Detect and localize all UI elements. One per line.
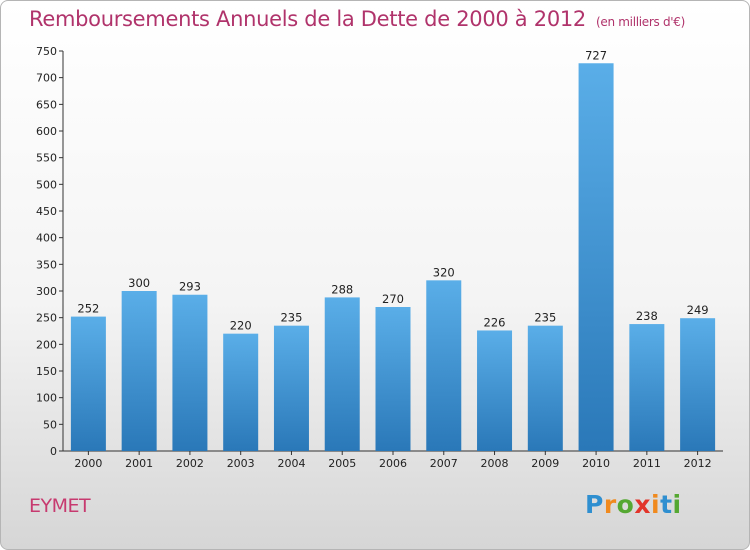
bar-2010 — [578, 63, 614, 452]
y-tick-label: 0 — [50, 445, 57, 458]
bar-2001 — [121, 291, 157, 451]
x-tick-label-2000: 2000 — [74, 457, 102, 470]
y-tick-label: 700 — [36, 72, 57, 85]
x-tick-label-2008: 2008 — [481, 457, 509, 470]
y-tick-label: 50 — [43, 418, 57, 431]
bar-2004 — [273, 325, 309, 451]
logo-letter: x — [634, 490, 651, 519]
value-label-2004: 235 — [280, 311, 302, 325]
y-tick-label: 750 — [36, 45, 57, 58]
logo-letter: r — [603, 490, 617, 519]
bar-2008 — [477, 330, 513, 451]
bar-2009 — [527, 325, 563, 451]
value-label-2012: 249 — [687, 303, 709, 317]
value-label-2008: 226 — [484, 315, 506, 329]
y-tick-label: 450 — [36, 205, 57, 218]
x-tick-label-2007: 2007 — [430, 457, 458, 470]
x-tick-label-2011: 2011 — [633, 457, 661, 470]
value-label-2011: 238 — [636, 309, 658, 323]
bar-2002 — [172, 294, 208, 451]
y-tick-label: 650 — [36, 98, 57, 111]
bar-2012 — [680, 318, 716, 451]
y-tick-label: 500 — [36, 178, 57, 191]
bar-2006 — [375, 307, 411, 451]
bars: 252 300 293 220 235 288 270 320 226 235 727 238 249 — [70, 48, 716, 452]
x-tick-label-2006: 2006 — [379, 457, 407, 470]
chart-title: Remboursements Annuels de la Dette de 20… — [29, 7, 685, 31]
y-tick-label: 100 — [36, 392, 57, 405]
town-name: EYMET — [29, 495, 91, 517]
y-tick-label: 550 — [36, 152, 57, 165]
y-axis: 0 50 100 150 200 250 300 350 400 450 500 550 600 650 7… — [36, 45, 64, 458]
y-tick-label: 600 — [36, 125, 57, 138]
logo-letter: i — [672, 490, 682, 519]
x-tick-label-2001: 2001 — [125, 457, 153, 470]
x-axis: 2000 2001 2002 2003 2004 2005 2006 2007 2008 2009… — [63, 450, 723, 470]
chart-title-text: Remboursements Annuels de la Dette de 20… — [29, 7, 586, 31]
logo-letter: o — [616, 490, 635, 519]
proxiti-logo[interactable]: Proxiti — [585, 490, 682, 519]
y-tick-label: 350 — [36, 258, 57, 271]
value-label-2007: 320 — [433, 265, 455, 279]
value-label-2003: 220 — [230, 319, 252, 333]
bar-2000 — [70, 316, 106, 451]
bar-2005 — [324, 297, 360, 451]
value-label-2010: 727 — [585, 48, 607, 62]
value-label-2001: 300 — [128, 276, 150, 290]
x-tick-label-2012: 2012 — [684, 457, 712, 470]
x-tick-label-2005: 2005 — [328, 457, 356, 470]
value-label-2005: 288 — [331, 282, 353, 296]
logo-letter: i — [651, 490, 661, 519]
logo-letter: t — [660, 490, 673, 519]
y-tick-label: 250 — [36, 312, 57, 325]
y-tick-label: 200 — [36, 338, 57, 351]
logo-letter: P — [585, 490, 604, 519]
chart-unit: (en milliers d'€) — [596, 15, 686, 29]
bar-2003 — [223, 333, 259, 451]
bar-2011 — [629, 324, 665, 451]
x-tick-label-2004: 2004 — [277, 457, 305, 470]
x-tick-label-2010: 2010 — [582, 457, 610, 470]
bar-2007 — [426, 280, 462, 451]
y-tick-label: 150 — [36, 365, 57, 378]
value-label-2002: 293 — [179, 280, 201, 294]
y-tick-label: 300 — [36, 285, 57, 298]
value-label-2000: 252 — [77, 302, 99, 316]
value-label-2006: 270 — [382, 292, 404, 306]
x-tick-label-2009: 2009 — [531, 457, 559, 470]
x-tick-label-2003: 2003 — [227, 457, 255, 470]
y-tick-label: 400 — [36, 232, 57, 245]
x-tick-label-2002: 2002 — [176, 457, 204, 470]
value-label-2009: 235 — [534, 311, 556, 325]
